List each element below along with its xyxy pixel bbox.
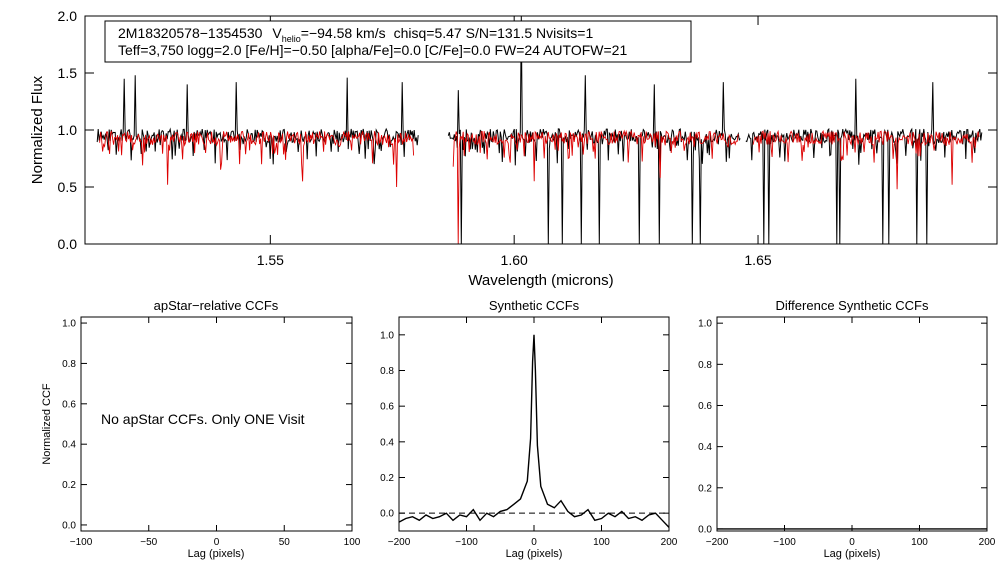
synthetic-ccf-x-axis-label: Lag (pixels) bbox=[506, 548, 563, 560]
synthetic-ccf-ticks: −200 −100 0 100 200 0.0 0.2 0.4 0.6 0.8 1.0 bbox=[380, 317, 678, 548]
x-tick-label: 1.60 bbox=[501, 252, 528, 268]
info-v-symbol: V bbox=[272, 25, 282, 41]
y-tick-label: 1.5 bbox=[58, 65, 78, 81]
apstar-ccf-ticks: −100 −50 0 50 100 0.0 0.2 0.4 0.6 0.8 1.0 bbox=[62, 317, 361, 548]
y-tick-label: 1.0 bbox=[380, 330, 394, 341]
x-tick-label: 1.65 bbox=[744, 252, 771, 268]
spectrum-ticks: 1.55 1.60 1.65 0.0 0.5 1.0 1.5 2.0 bbox=[58, 8, 997, 268]
spectrum-info-line-1: 2M18320578−1354530 Vhelio=−94.58 km/s chis… bbox=[118, 25, 593, 44]
x-tick-label: 50 bbox=[279, 537, 291, 548]
y-tick-label: 0.0 bbox=[62, 520, 76, 531]
model-spectrum-segment-2 bbox=[752, 129, 980, 190]
x-tick-label: −100 bbox=[70, 537, 93, 548]
observed-spectrum-segment-0 bbox=[96, 75, 419, 165]
x-tick-label: −50 bbox=[140, 537, 157, 548]
y-tick-label: 0.8 bbox=[62, 359, 76, 370]
y-tick-label: 2.0 bbox=[58, 8, 78, 24]
spectrum-y-axis-label: Normalized Flux bbox=[29, 75, 46, 184]
ccf-line-0 bbox=[398, 334, 670, 528]
x-tick-label: 100 bbox=[911, 537, 928, 548]
synthetic-ccf-panel: Synthetic CCFs −200 −100 0 100 200 0.0 0.2 0.4 0… bbox=[380, 298, 678, 560]
difference-ccf-panel: Difference Synthetic CCFs −200 −100 0 100 20… bbox=[698, 298, 996, 560]
y-tick-label: 0.8 bbox=[380, 366, 394, 377]
y-tick-label: 0.0 bbox=[698, 524, 712, 535]
spectrum-info-box bbox=[104, 20, 692, 63]
difference-ccf-title: Difference Synthetic CCFs bbox=[776, 298, 929, 313]
spectrum-info-line-2: Teff=3,750 logg=2.0 [Fe/H]=−0.50 [alpha/… bbox=[118, 42, 627, 58]
difference-ccf-x-axis-label: Lag (pixels) bbox=[824, 548, 881, 560]
apstar-ccf-panel: apStar−relative CCFs −100 −50 0 50 100 0.0 0.2… bbox=[41, 298, 361, 560]
x-tick-label: −100 bbox=[773, 537, 796, 548]
x-tick-label: 0 bbox=[531, 537, 537, 548]
difference-ccf-ticks: −200 −100 0 100 200 0.0 0.2 0.4 0.6 0.8 1.0 bbox=[698, 317, 996, 548]
synthetic-ccf-series bbox=[398, 334, 670, 528]
y-tick-label: 0.6 bbox=[380, 402, 394, 413]
y-tick-label: 0.2 bbox=[380, 473, 394, 484]
y-tick-label: 0.0 bbox=[380, 509, 394, 520]
spectrum-panel: 1.55 1.60 1.65 0.0 0.5 1.0 1.5 2.0 2M18320578−1… bbox=[29, 8, 998, 289]
model-spectrum-segment-1 bbox=[452, 129, 739, 245]
x-tick-label: −200 bbox=[388, 537, 411, 548]
apstar-ccf-note: No apStar CCFs. Only ONE Visit bbox=[101, 411, 305, 427]
y-tick-label: 1.0 bbox=[58, 122, 78, 138]
info-stats: chisq=5.47 S/N=131.5 Nvisits=1 bbox=[394, 25, 594, 41]
y-tick-label: 0.4 bbox=[62, 440, 76, 451]
x-tick-label: 200 bbox=[979, 537, 996, 548]
x-tick-label: 0 bbox=[214, 537, 220, 548]
apstar-ccf-title: apStar−relative CCFs bbox=[154, 298, 279, 313]
y-tick-label: 1.0 bbox=[698, 319, 712, 330]
y-tick-label: 0.4 bbox=[380, 437, 394, 448]
apstar-ccf-y-axis-label: Normalized CCF bbox=[41, 383, 53, 465]
y-tick-label: 0.8 bbox=[698, 360, 712, 371]
spectrum-x-axis-label: Wavelength (microns) bbox=[468, 272, 613, 289]
y-tick-label: 0.0 bbox=[58, 236, 78, 252]
x-tick-label: 0 bbox=[849, 537, 855, 548]
info-v-value: =−94.58 km/s bbox=[301, 25, 386, 41]
x-tick-label: 100 bbox=[593, 537, 610, 548]
y-tick-label: 1.0 bbox=[62, 319, 76, 330]
x-tick-label: 100 bbox=[344, 537, 361, 548]
y-tick-label: 0.4 bbox=[698, 442, 712, 453]
apstar-ccf-x-axis-label: Lag (pixels) bbox=[188, 548, 245, 560]
info-v-subscript: helio bbox=[282, 34, 301, 44]
y-tick-label: 0.2 bbox=[62, 480, 76, 491]
x-tick-label: −200 bbox=[706, 537, 729, 548]
x-tick-label: 1.55 bbox=[257, 252, 284, 268]
synthetic-ccf-title: Synthetic CCFs bbox=[489, 298, 580, 313]
spectrum-series bbox=[96, 15, 983, 245]
x-tick-label: 200 bbox=[661, 537, 678, 548]
info-star-id: 2M18320578−1354530 bbox=[118, 25, 263, 41]
model-spectrum-segment-0 bbox=[99, 130, 415, 188]
y-tick-label: 0.6 bbox=[62, 399, 76, 410]
y-tick-label: 0.5 bbox=[58, 179, 78, 195]
y-tick-label: 0.2 bbox=[698, 483, 712, 494]
y-tick-label: 0.6 bbox=[698, 401, 712, 412]
x-tick-label: −100 bbox=[455, 537, 478, 548]
